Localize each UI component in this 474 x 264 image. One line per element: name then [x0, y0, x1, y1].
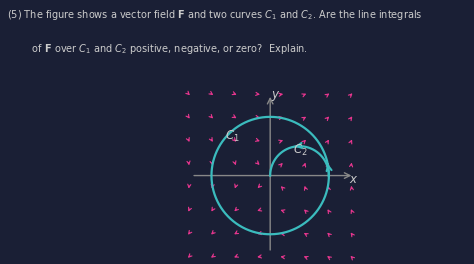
Text: x: x: [349, 173, 356, 186]
Text: of $\mathbf{F}$ over $C_1$ and $C_2$ positive, negative, or zero?  Explain.: of $\mathbf{F}$ over $C_1$ and $C_2$ pos…: [7, 42, 308, 56]
Text: (5) The figure shows a vector field $\mathbf{F}$ and two curves $C_1$ and $C_2$.: (5) The figure shows a vector field $\ma…: [7, 8, 422, 22]
Text: $C_2$: $C_2$: [293, 143, 308, 158]
Text: y: y: [272, 88, 279, 101]
Text: $C_1$: $C_1$: [225, 128, 240, 144]
